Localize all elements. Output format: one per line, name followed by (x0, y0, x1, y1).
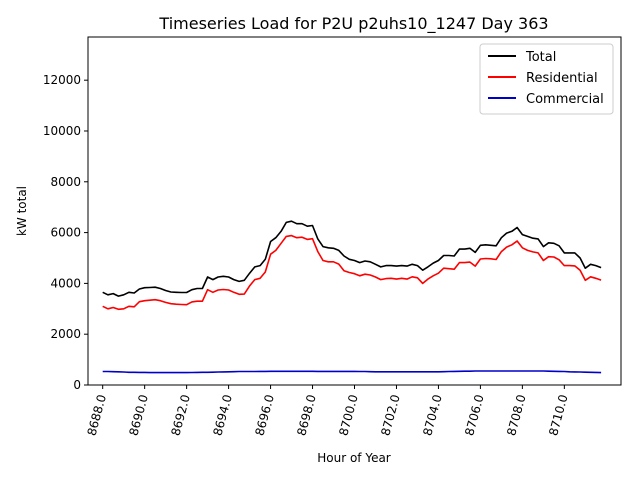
y-tick-label: 8000 (50, 175, 81, 189)
x-axis-label: Hour of Year (317, 451, 391, 465)
y-tick-label: 10000 (43, 124, 81, 138)
y-tick-label: 2000 (50, 327, 81, 341)
plot-frame (87, 36, 622, 386)
x-tick-label: 8706.0 (462, 393, 486, 437)
x-tick-label: 8704.0 (420, 393, 444, 437)
x-tick-label: 8690.0 (127, 393, 151, 437)
series-lines (102, 220, 602, 374)
y-tick-label: 4000 (50, 276, 81, 290)
legend-label-commercial: Commercial (526, 92, 604, 107)
legend-label-total: Total (525, 50, 556, 65)
y-axis-label: kW total (15, 186, 29, 236)
x-tick-label: 8708.0 (504, 393, 528, 437)
series-line-residential (102, 234, 602, 311)
chart-title: Timeseries Load for P2U p2uhs10_1247 Day… (158, 14, 548, 34)
y-axis-ticks: 0 2000 4000 6000 8000 10000 12000 (43, 73, 88, 392)
x-tick-label: 8688.0 (85, 393, 109, 437)
x-axis-ticks: 8688.0 8690.0 8692.0 8694.0 8696.0 8698.0 8700… (85, 385, 571, 437)
y-tick-label: 12000 (43, 73, 81, 87)
legend-label-residential: Residential (526, 71, 598, 86)
series-line-total (102, 220, 602, 297)
x-tick-label: 8710.0 (546, 393, 570, 437)
x-tick-label: 8698.0 (294, 393, 318, 437)
y-tick-label: 0 (73, 378, 81, 392)
x-tick-label: 8696.0 (252, 393, 276, 437)
x-tick-label: 8700.0 (336, 393, 360, 437)
x-tick-label: 8692.0 (169, 393, 193, 437)
series-line-commercial (102, 370, 602, 374)
legend: Total Residential Commercial (479, 43, 614, 115)
x-tick-label: 8702.0 (378, 393, 402, 437)
legend-box (479, 43, 614, 115)
x-tick-label: 8694.0 (210, 393, 234, 437)
y-tick-label: 6000 (50, 226, 81, 240)
